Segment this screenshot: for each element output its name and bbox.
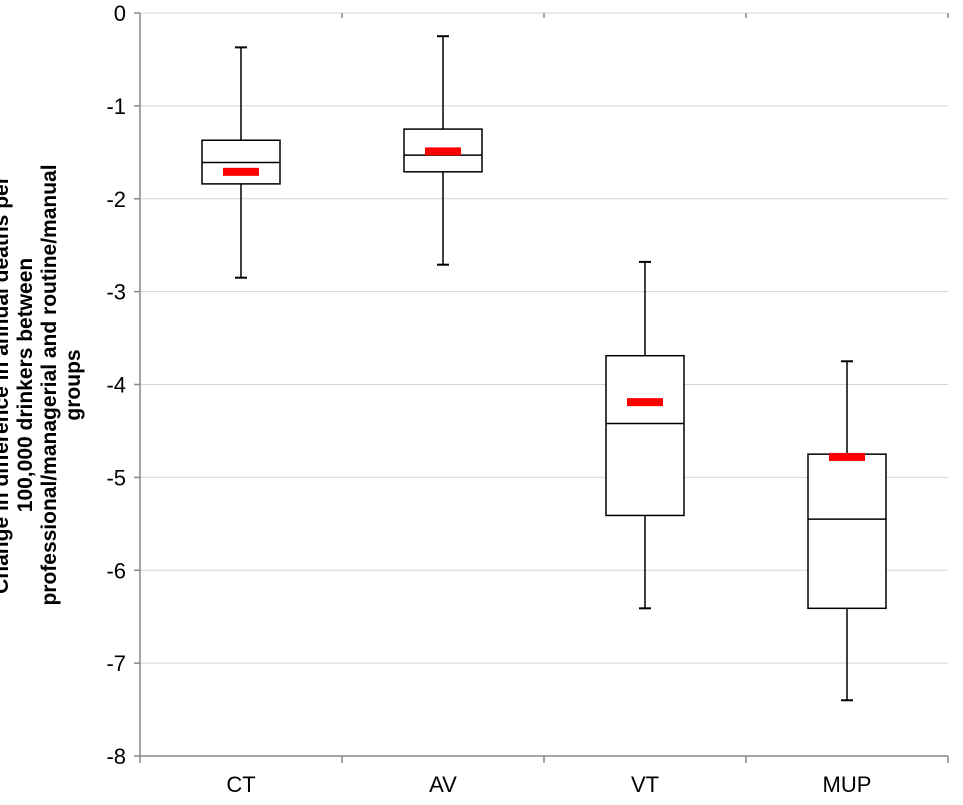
x-tick-label: VT bbox=[631, 772, 659, 797]
y-tick-label: -6 bbox=[106, 558, 126, 583]
mean-marker bbox=[425, 147, 461, 156]
y-tick-label: -8 bbox=[106, 744, 126, 769]
y-tick-label: 0 bbox=[114, 1, 126, 26]
y-axis-title-line: groups bbox=[62, 349, 85, 420]
x-tick-labels: CT AV VT MUP bbox=[226, 772, 871, 797]
iqr-box bbox=[807, 453, 887, 610]
x-tick-label: CT bbox=[226, 772, 255, 797]
y-tick-label: -2 bbox=[106, 187, 126, 212]
box-ct bbox=[201, 46, 281, 279]
y-axis-title-line: professional/managerial and routine/manu… bbox=[38, 164, 61, 605]
y-tick-labels: 0 -1 -2 -3 -4 -5 -6 -7 -8 bbox=[106, 1, 126, 769]
x-tick-label: AV bbox=[429, 772, 457, 797]
y-axis-title-line: Change in difference in annual deaths pe… bbox=[0, 176, 13, 594]
y-tick-label: -3 bbox=[106, 280, 126, 305]
box-av bbox=[403, 35, 483, 266]
x-tick-label: MUP bbox=[823, 772, 872, 797]
y-tick-label: -1 bbox=[106, 94, 126, 119]
box-vt bbox=[605, 260, 685, 610]
axes bbox=[134, 12, 949, 763]
y-axis-title-line: 100,000 drinkers between bbox=[14, 258, 37, 512]
y-tick-label: -4 bbox=[106, 373, 126, 398]
mean-marker bbox=[829, 452, 865, 461]
y-axis-title: Change in difference in annual deaths pe… bbox=[0, 164, 85, 605]
box-series bbox=[201, 35, 887, 702]
gridlines bbox=[140, 12, 948, 664]
box-mup bbox=[807, 360, 887, 702]
y-tick-label: -5 bbox=[106, 465, 126, 490]
mean-marker bbox=[223, 167, 259, 176]
y-tick-label: -7 bbox=[106, 651, 126, 676]
mean-marker bbox=[627, 398, 663, 407]
iqr-box bbox=[605, 354, 685, 517]
